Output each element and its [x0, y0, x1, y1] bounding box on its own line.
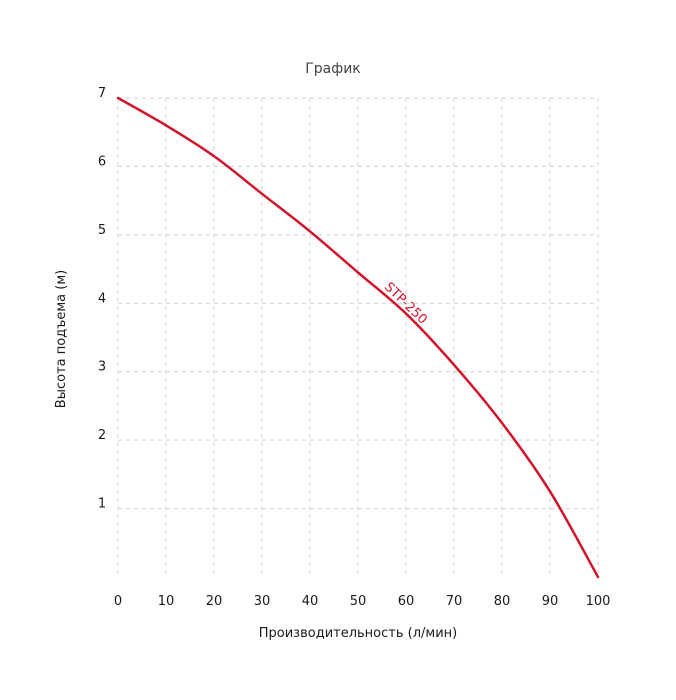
x-tick-label: 90: [542, 594, 559, 609]
x-tick-label: 0: [114, 594, 122, 609]
x-tick-label: 80: [494, 594, 511, 609]
y-axis-label: Высота подъема (м): [54, 270, 69, 408]
y-tick-label: 4: [98, 291, 106, 306]
y-tick-label: 7: [98, 86, 106, 101]
series-line-0: [116, 96, 600, 579]
x-axis-label: Производительность (л/мин): [259, 626, 458, 641]
chart-title: График: [305, 61, 361, 77]
y-tick-label: 6: [98, 154, 106, 169]
x-tick-label: 10: [158, 594, 175, 609]
x-tick-label: 70: [446, 594, 463, 609]
x-tick-label: 60: [398, 594, 415, 609]
y-tick-label: 2: [98, 428, 106, 443]
grid: [117, 97, 599, 577]
x-tick-label: 30: [254, 594, 271, 609]
y-axis-ticks: 1 2 3 4 5 6 7: [98, 86, 106, 512]
x-axis-ticks: 0 10 20 30 40 50 60 70 80 90 100: [114, 594, 611, 609]
x-tick-label: 50: [350, 594, 367, 609]
x-tick-label: 20: [206, 594, 223, 609]
series-layer: STP-250: [116, 96, 600, 579]
x-tick-label: 100: [586, 594, 611, 609]
y-tick-label: 1: [98, 497, 106, 512]
x-tick-label: 40: [302, 594, 319, 609]
y-tick-label: 5: [98, 223, 106, 238]
y-tick-label: 3: [98, 360, 106, 375]
